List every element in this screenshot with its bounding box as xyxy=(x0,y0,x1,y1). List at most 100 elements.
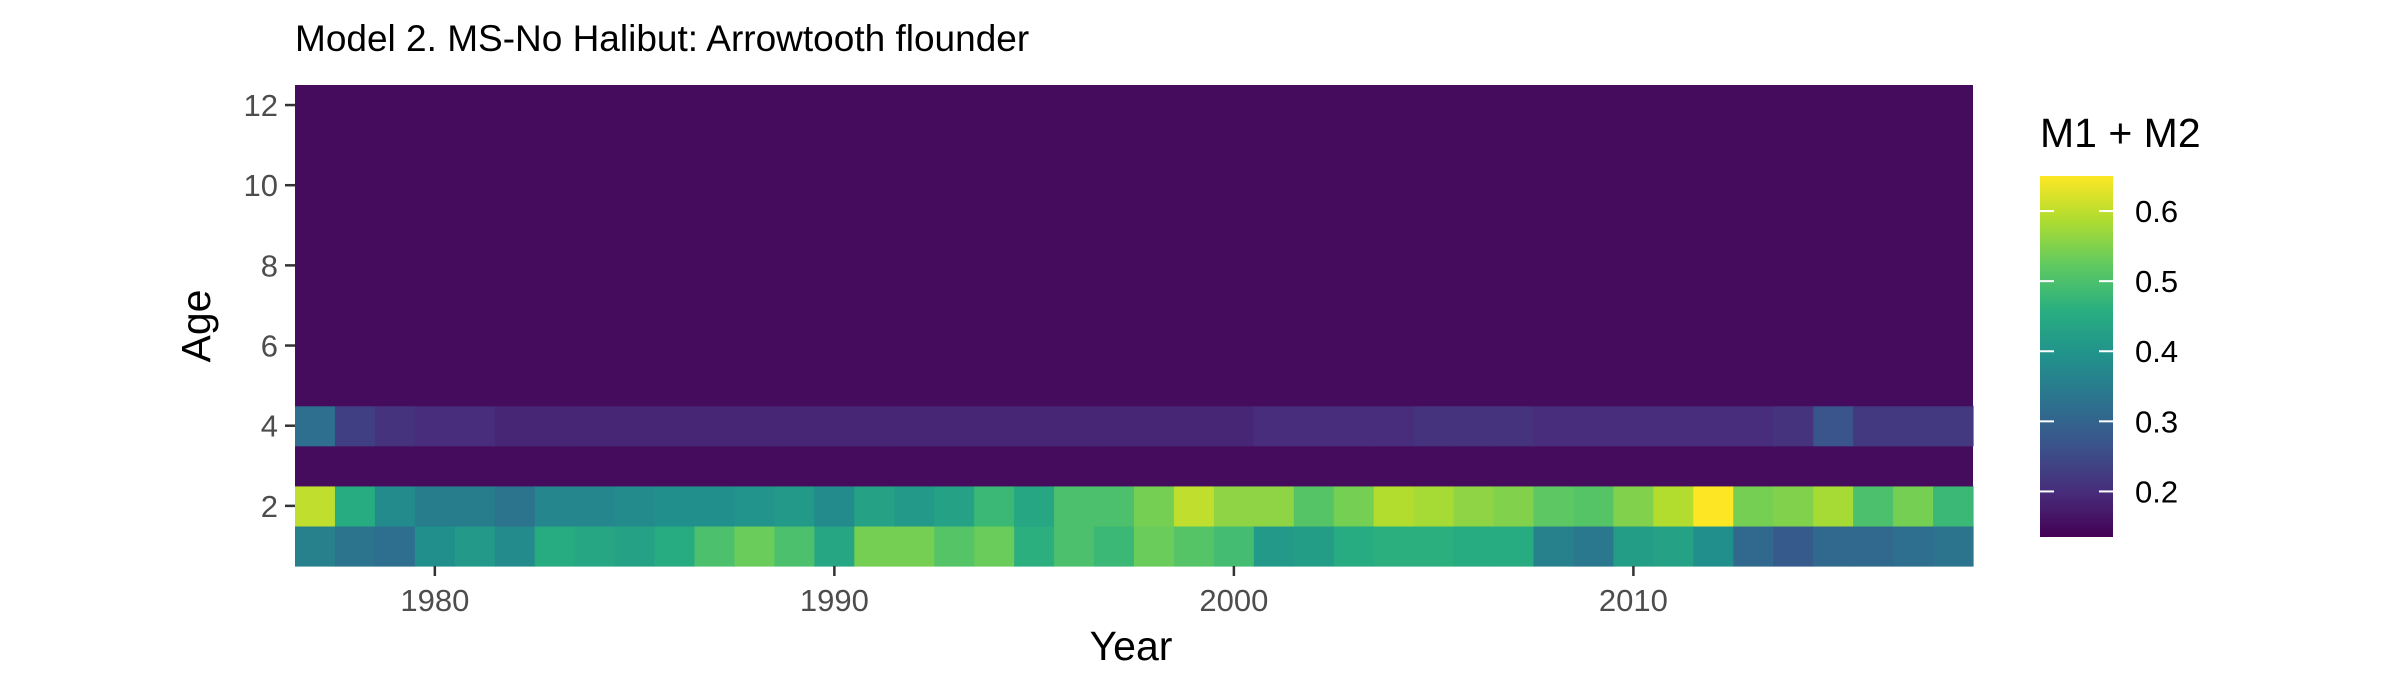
heatmap-cell xyxy=(1014,485,1055,527)
y-tick-label: 8 xyxy=(261,248,278,283)
heatmap-cells xyxy=(295,85,1974,567)
heatmap-cell xyxy=(1573,485,1615,527)
heatmap-cell xyxy=(694,525,736,567)
y-axis-title: Age xyxy=(173,290,219,363)
heatmap-cell xyxy=(774,485,815,527)
heatmap-cell xyxy=(1333,405,1375,447)
heatmap-cell xyxy=(1893,405,1934,447)
heatmap-cell xyxy=(1293,485,1335,527)
heatmap-cell xyxy=(295,405,336,447)
x-axis: 1980 1990 2000 2010 xyxy=(400,566,1668,618)
heatmap-cell xyxy=(1293,405,1335,447)
heatmap-cell xyxy=(1773,485,1814,527)
heatmap-cell xyxy=(1253,405,1295,447)
heatmap-cell xyxy=(1813,405,1854,447)
heatmap-cell xyxy=(694,405,736,447)
heatmap-cell xyxy=(614,485,656,527)
heatmap-cell xyxy=(534,405,576,447)
heatmap-cell xyxy=(894,405,935,447)
heatmap-cell xyxy=(1693,405,1734,447)
heatmap-cell xyxy=(374,405,416,447)
x-axis-title: Year xyxy=(1090,623,1173,669)
legend-label: 0.2 xyxy=(2135,474,2178,509)
heatmap-cell xyxy=(494,525,536,567)
heatmap-cell xyxy=(934,525,975,567)
heatmap-cell xyxy=(1014,525,1055,567)
heatmap-cell xyxy=(654,525,696,567)
heatmap-cell xyxy=(1413,405,1455,447)
heatmap-cell xyxy=(414,405,456,447)
heatmap-cell xyxy=(334,485,376,527)
heatmap-cell xyxy=(1693,485,1734,527)
heatmap-cell xyxy=(1373,525,1415,567)
heatmap-cell xyxy=(574,525,616,567)
heatmap-cell xyxy=(614,405,656,447)
heatmap-cell xyxy=(1893,525,1934,567)
heatmap-cell xyxy=(1094,405,1135,447)
heatmap-cell xyxy=(974,485,1015,527)
heatmap-cell xyxy=(414,525,456,567)
heatmap-cell xyxy=(494,405,536,447)
heatmap-cell xyxy=(334,525,376,567)
y-tick-label: 6 xyxy=(261,329,278,364)
heatmap-cell xyxy=(1253,485,1295,527)
heatmap-cell xyxy=(1493,485,1535,527)
heatmap-cell xyxy=(1173,485,1215,527)
heatmap-cell xyxy=(1453,525,1495,567)
x-tick-label: 1990 xyxy=(800,583,869,618)
heatmap-cell xyxy=(1853,525,1894,567)
heatmap-cell xyxy=(814,405,855,447)
heatmap-cell xyxy=(1134,525,1175,567)
x-tick-label: 1980 xyxy=(400,583,469,618)
heatmap-cell xyxy=(1613,485,1654,527)
heatmap-cell xyxy=(1733,525,1774,567)
heatmap-cell xyxy=(1014,405,1055,447)
heatmap-cell xyxy=(614,525,656,567)
heatmap-cell xyxy=(1653,485,1694,527)
heatmap-cell xyxy=(1094,485,1135,527)
heatmap-cell xyxy=(534,525,576,567)
heatmap-cell xyxy=(1493,525,1535,567)
heatmap-cell xyxy=(1453,485,1495,527)
y-tick-label: 12 xyxy=(244,88,278,123)
legend-label: 0.6 xyxy=(2135,194,2178,229)
heatmap-cell xyxy=(1853,405,1894,447)
heatmap-cell xyxy=(1054,485,1095,527)
heatmap-cell xyxy=(814,485,855,527)
heatmap-cell xyxy=(1094,525,1135,567)
heatmap-cell xyxy=(574,405,616,447)
legend-label: 0.3 xyxy=(2135,404,2178,439)
legend-ticks: 0.2 0.3 0.4 0.5 0.6 xyxy=(2040,194,2178,509)
heatmap-cell xyxy=(454,485,496,527)
heatmap-cell xyxy=(1054,525,1095,567)
heatmap-cell xyxy=(734,405,776,447)
heatmap-cell xyxy=(1173,405,1215,447)
heatmap-cell xyxy=(854,405,895,447)
y-axis: 2 4 6 8 10 12 xyxy=(244,88,295,524)
heatmap-cell xyxy=(1333,525,1375,567)
legend-label: 0.5 xyxy=(2135,264,2178,299)
heatmap-cell xyxy=(1813,525,1854,567)
heatmap-cell xyxy=(854,485,895,527)
heatmap-cell xyxy=(1813,485,1854,527)
heatmap-cell xyxy=(1213,405,1255,447)
heatmap-cell xyxy=(654,405,696,447)
heatmap-cell xyxy=(1333,485,1375,527)
heatmap-cell xyxy=(1533,405,1575,447)
heatmap-cell xyxy=(1773,525,1814,567)
heatmap-cell xyxy=(654,485,696,527)
legend-title: M1 + M2 xyxy=(2040,110,2201,156)
heatmap-cell xyxy=(1613,525,1654,567)
heatmap-cell xyxy=(574,485,616,527)
heatmap-cell xyxy=(894,525,935,567)
heatmap-cell xyxy=(1373,405,1415,447)
heatmap-cell xyxy=(854,525,895,567)
heatmap-cell xyxy=(734,525,776,567)
heatmap-cell xyxy=(1613,405,1654,447)
heatmap-cell xyxy=(814,525,855,567)
heatmap-cell xyxy=(1213,525,1255,567)
heatmap-cell xyxy=(1134,405,1175,447)
heatmap-cell xyxy=(974,525,1015,567)
heatmap-cell xyxy=(934,485,975,527)
